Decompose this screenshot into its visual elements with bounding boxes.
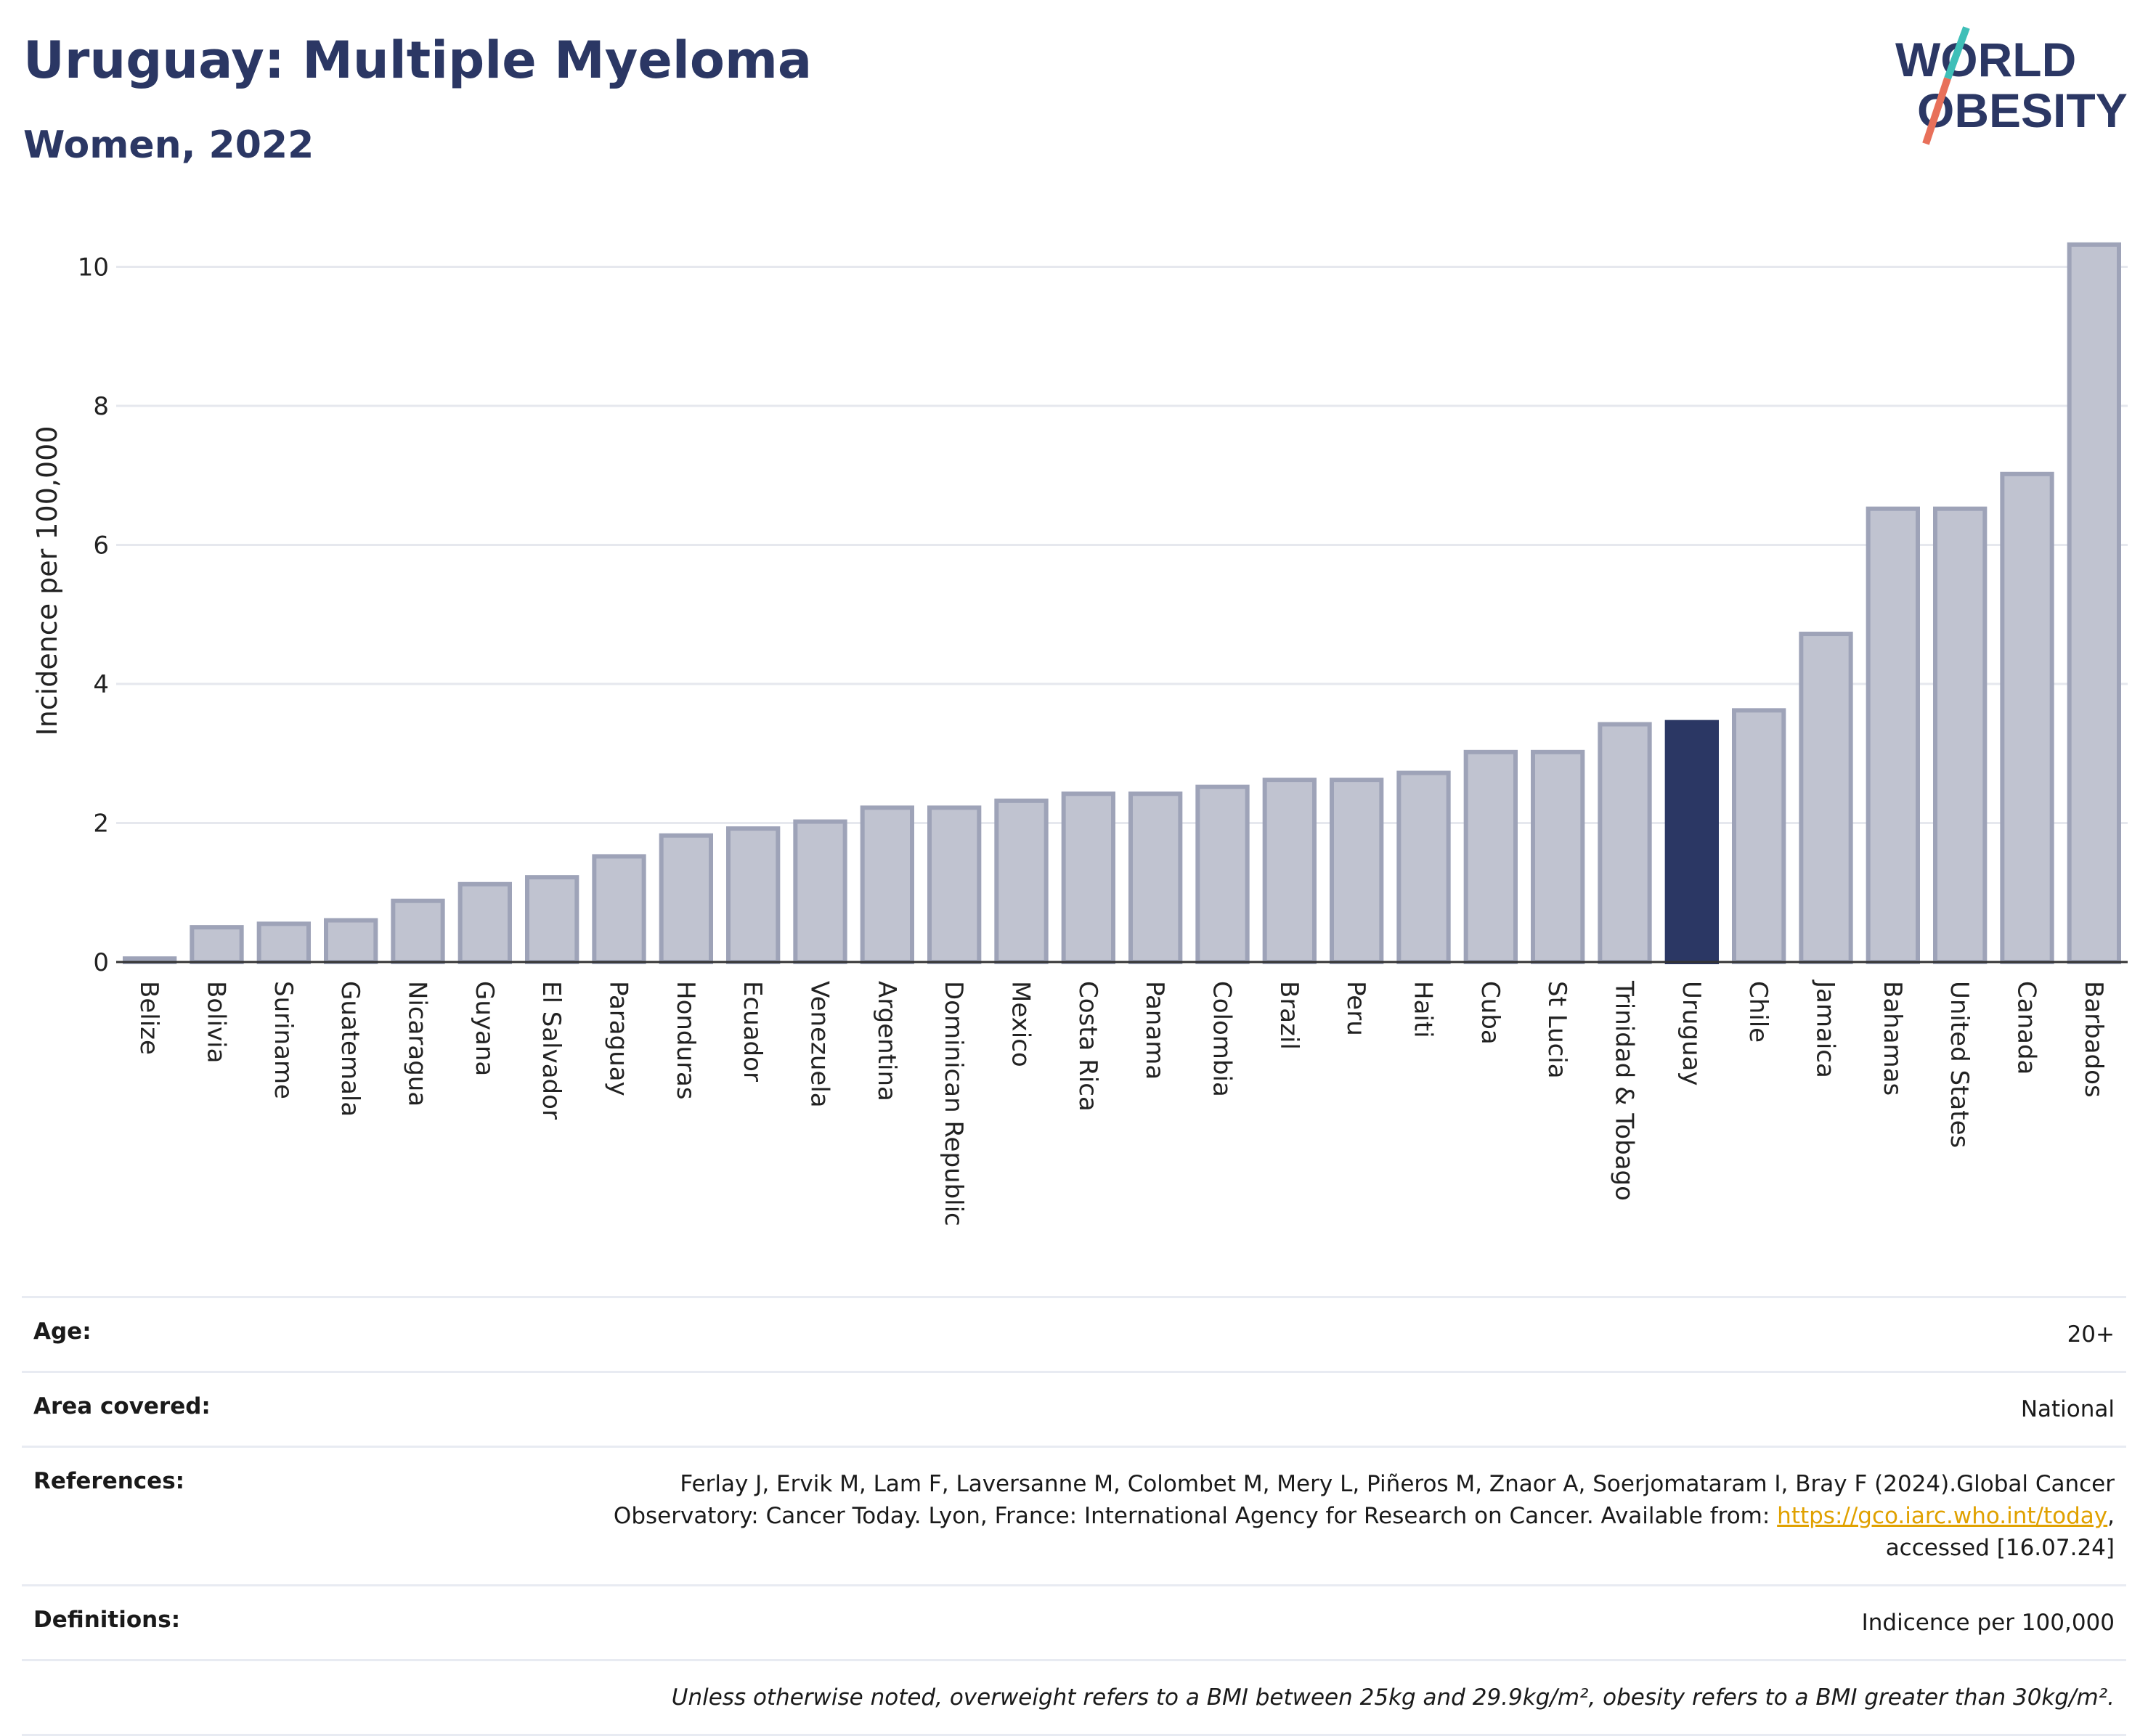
bar-guatemala (324, 918, 378, 964)
category-label: Bolivia (202, 981, 231, 1063)
category-label: United States (1945, 981, 1974, 1148)
category-label: Venezuela (805, 981, 834, 1108)
bar-venezuela (793, 819, 847, 964)
bar-st-lucia (1531, 749, 1585, 965)
category-label: Dominican Republic (939, 981, 968, 1226)
definitions-value: Indicence per 100,000 (1861, 1610, 2115, 1636)
references-key: References: (33, 1468, 185, 1494)
bars (123, 242, 2121, 965)
bar-chile (1732, 708, 1786, 964)
age-value: 20+ (2067, 1321, 2115, 1348)
category-label: Costa Rica (1073, 981, 1102, 1112)
bar-bolivia (190, 925, 244, 965)
category-label: Ecuador (738, 981, 767, 1082)
bar-bahamas (1866, 506, 1920, 964)
bar-canada (2000, 471, 2054, 964)
logo-slash-teal (1944, 26, 1970, 80)
category-label: Honduras (671, 981, 700, 1100)
y-tick-labels: 0 2 4 6 8 10 (78, 253, 109, 977)
category-label: Panama (1140, 981, 1169, 1080)
references-line3: accessed [16.07.24] (1885, 1535, 2115, 1561)
info-row-note: Unless otherwise noted, overweight refer… (22, 1659, 2126, 1736)
age-key: Age: (33, 1319, 91, 1345)
bar-el-salvador (525, 875, 579, 964)
bar-united-states (1933, 506, 1988, 964)
category-label: Paraguay (604, 981, 633, 1096)
category-label: Canada (2012, 981, 2041, 1075)
category-label: Guyana (470, 981, 499, 1076)
category-label: Barbados (2079, 981, 2108, 1098)
category-label: Guatemala (335, 981, 365, 1117)
area-value: National (2020, 1396, 2115, 1422)
chart-subtitle: Women, 2022 (23, 123, 314, 167)
category-label: Belize (134, 981, 163, 1055)
category-label: Peru (1341, 981, 1370, 1036)
logo-line1: WORLD (1895, 33, 2076, 86)
bar-jamaica (1799, 632, 1853, 964)
references-link[interactable]: https://gco.iarc.who.int/today (1777, 1503, 2108, 1529)
bar-chart: 0 2 4 6 8 10 Belize Bolivia Suriname Guatemala Ni… (31, 242, 2128, 1226)
bar-peru (1330, 778, 1384, 965)
category-label: St Lucia (1542, 981, 1571, 1079)
bar-barbados (2067, 242, 2121, 964)
y-tick-label: 10 (78, 253, 109, 282)
references-line2: Observatory: Cancer Today. Lyon, France:… (613, 1503, 1778, 1529)
category-label: Nicaragua (403, 981, 432, 1107)
info-row-definitions: Definitions: Indicence per 100,000 (22, 1584, 2126, 1659)
y-tick-label: 6 (93, 531, 109, 560)
info-row-area: Area covered: National (22, 1371, 2126, 1446)
bar-costa-rica (1061, 791, 1115, 964)
bar-suriname (256, 921, 311, 965)
category-label: Uruguay (1677, 981, 1706, 1086)
logo-slash-coral (1922, 77, 1951, 145)
category-label: Chile (1744, 981, 1773, 1043)
bar-nicaragua (391, 898, 445, 964)
y-tick-label: 8 (93, 392, 109, 421)
category-label: Suriname (269, 981, 298, 1099)
bar-dominican-republic (927, 805, 982, 965)
y-tick-label: 2 (93, 809, 109, 838)
references-line2-post: , (2107, 1503, 2115, 1529)
category-label: Brazil (1274, 981, 1303, 1050)
category-label: Mexico (1006, 981, 1036, 1067)
bar-colombia (1195, 784, 1250, 964)
category-label: Colombia (1208, 981, 1237, 1097)
info-row-references: References: Ferlay J, Ervik M, Lam F, La… (22, 1446, 2126, 1584)
bar-haiti (1396, 770, 1451, 964)
references-value: Ferlay J, Ervik M, Lam F, Laversanne M, … (614, 1468, 2115, 1564)
logo-line2: OBESITY (1917, 83, 2128, 137)
bar-argentina (860, 805, 914, 965)
note-text: Unless otherwise noted, overweight refer… (671, 1684, 2115, 1711)
category-label: El Salvador (537, 981, 566, 1120)
definitions-key: Definitions: (33, 1607, 181, 1633)
category-label: Cuba (1476, 981, 1505, 1045)
bar-guyana (457, 881, 512, 965)
category-label: Jamaica (1811, 979, 1840, 1078)
bar-panama (1128, 791, 1183, 964)
category-label: Trinidad & Tobago (1610, 980, 1639, 1201)
area-key: Area covered: (33, 1393, 211, 1419)
bar-paraguay (592, 854, 646, 965)
chart-title: Uruguay: Multiple Myeloma (23, 30, 813, 90)
bar-ecuador (726, 826, 781, 965)
bar-trinidad-tobago (1598, 722, 1652, 964)
bar-uruguay (1664, 720, 1719, 964)
bar-brazil (1262, 778, 1317, 965)
y-tick-label: 0 (93, 948, 109, 977)
y-tick-label: 4 (93, 670, 109, 699)
world-obesity-logo: WORLD OBESITY (1895, 26, 2128, 145)
category-label: Haiti (1409, 981, 1438, 1038)
info-row-age: Age: 20+ (22, 1296, 2126, 1371)
bar-cuba (1463, 749, 1518, 965)
bar-mexico (994, 798, 1049, 964)
category-labels: Belize Bolivia Suriname Guatemala Nicaragua G… (134, 979, 2108, 1226)
y-axis-label: Incidence per 100,000 (31, 425, 63, 735)
info-table: Age: 20+ Area covered: National Referenc… (22, 1296, 2126, 1736)
category-label: Argentina (872, 981, 901, 1101)
bar-honduras (659, 833, 713, 965)
references-line1: Ferlay J, Ervik M, Lam F, Laversanne M, … (680, 1471, 2115, 1497)
category-label: Bahamas (1878, 981, 1907, 1096)
